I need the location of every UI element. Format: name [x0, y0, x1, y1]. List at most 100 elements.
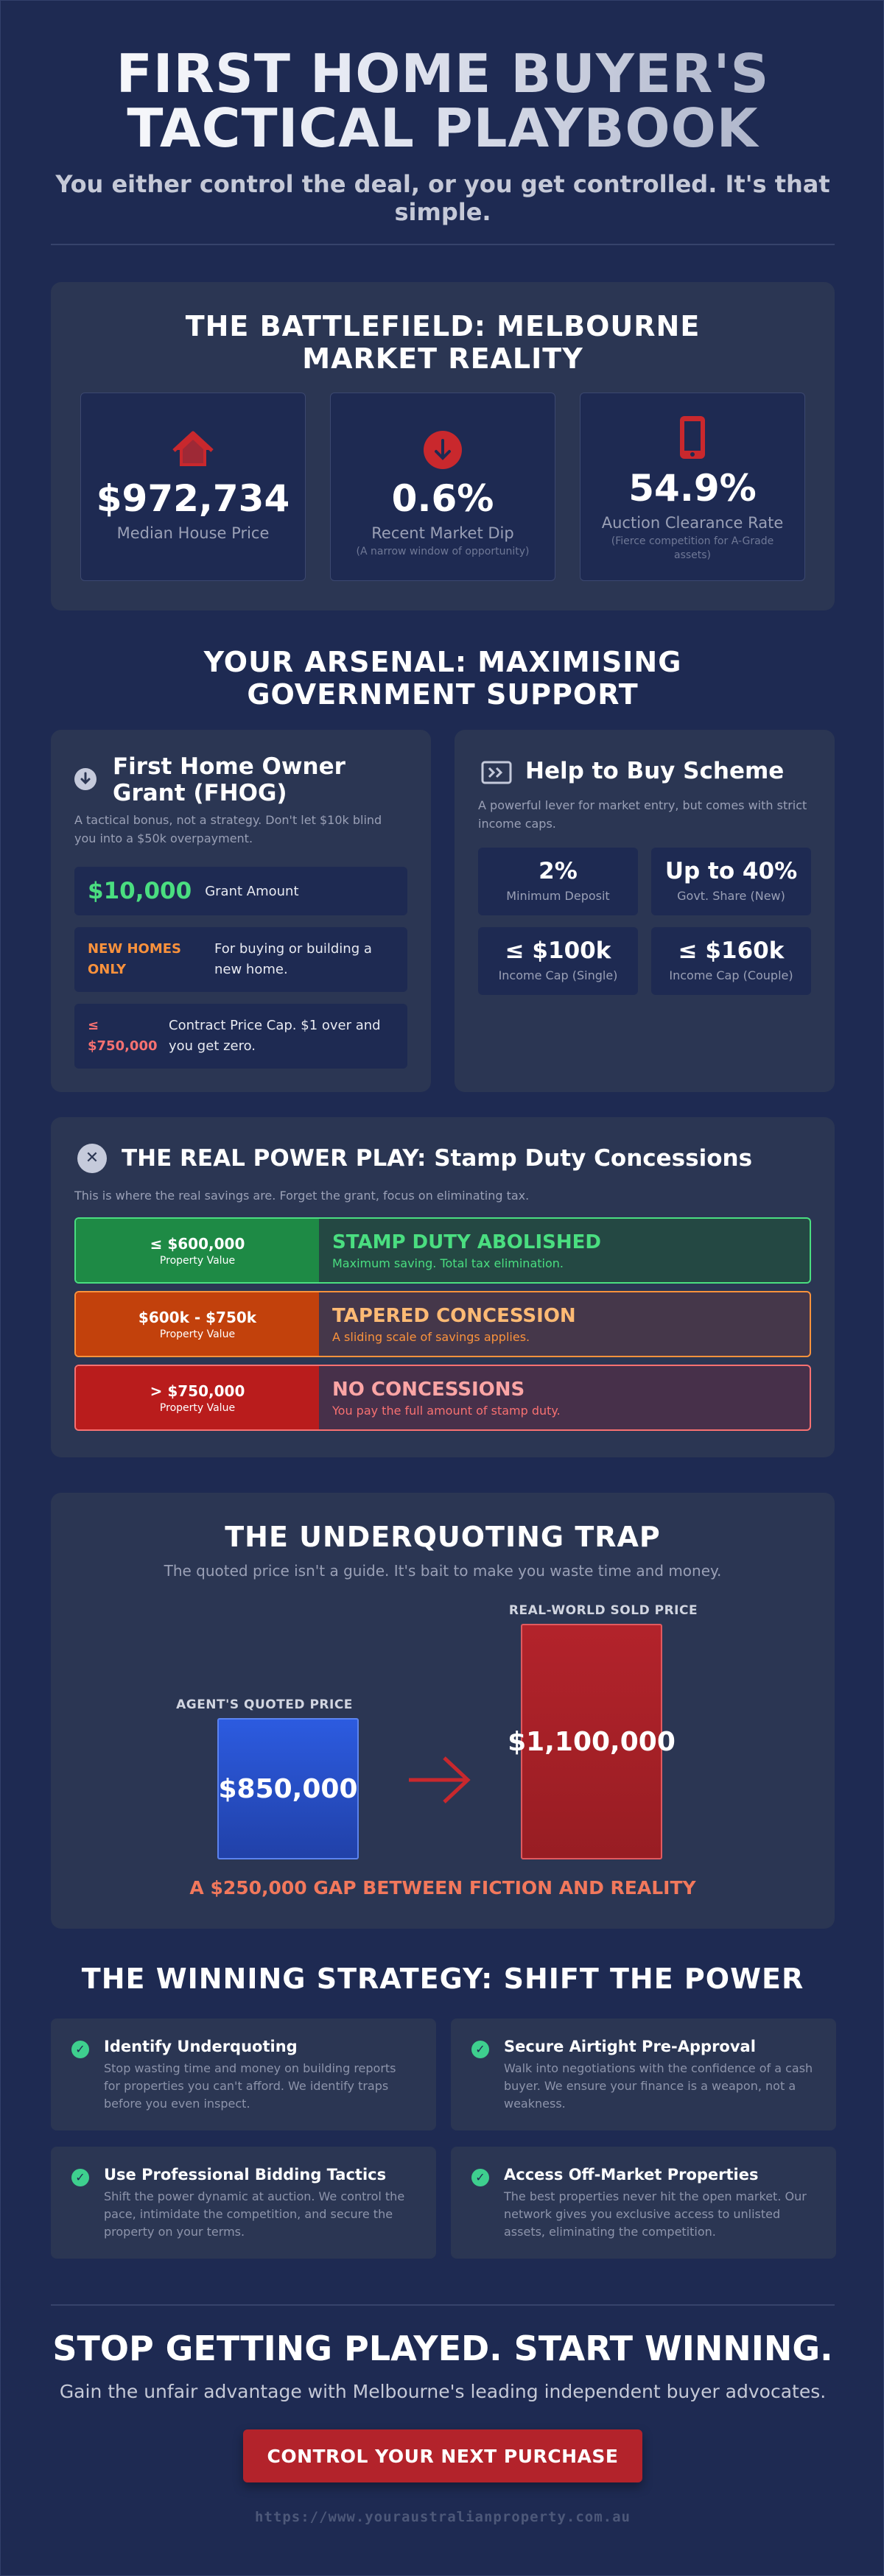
ticket-icon — [481, 761, 512, 787]
htb-description: A powerful lever for market entry, but c… — [478, 798, 807, 831]
strategy-item-title: Secure Airtight Pre-Approval — [504, 2038, 756, 2055]
website-link[interactable]: https://www.youraustralianproperty.com.a… — [255, 2509, 631, 2525]
check-circle-icon: ✓ — [471, 2169, 489, 2186]
check-circle-icon: ✓ — [71, 2169, 89, 2186]
strategy-item: ✓ Secure Airtight Pre-Approval Walk into… — [451, 2019, 836, 2130]
stat-note: (Fierce competition for A-Grade assets) — [611, 535, 774, 561]
tier-heading: NO CONCESSIONS — [332, 1378, 525, 1401]
stat-label: Recent Market Dip — [371, 524, 514, 542]
fhog-row-text: Grant Amount — [205, 883, 299, 899]
htb-cell-income-single: ≤ $100k Income Cap (Single) — [478, 927, 638, 995]
divider — [51, 2304, 835, 2306]
stat-card-clearance-rate: 54.9% Auction Clearance Rate (Fierce com… — [580, 393, 805, 581]
tier-range: > $750,000 — [150, 1382, 245, 1400]
tier-heading: TAPERED CONCESSION — [332, 1304, 576, 1327]
tier-range: ≤ $600,000 — [150, 1234, 245, 1253]
check-circle-icon: ✓ — [71, 2041, 89, 2058]
strategy-title: THE WINNING STRATEGY: SHIFT THE POWER — [81, 1963, 804, 1995]
strategy-item-title: Access Off-Market Properties — [504, 2166, 759, 2183]
divider — [51, 244, 835, 245]
footer-title: STOP GETTING PLAYED. START WINNING. — [52, 2329, 833, 2368]
underquoting-description: The quoted price isn't a guide. It's bai… — [164, 1562, 722, 1580]
sold-price-bar: $1,100,000 — [508, 1624, 676, 1859]
htb-cell-value: Up to 40% — [664, 858, 798, 884]
htb-cell-label: Govt. Share (New) — [677, 889, 785, 903]
tier-text: You pay the full amount of stamp duty. — [332, 1403, 561, 1418]
fhog-row-text: Contract Price Cap. $1 over and you get … — [169, 1018, 381, 1054]
htb-cell-label: Income Cap (Single) — [498, 968, 618, 982]
fhog-row-key: $10,000 — [88, 878, 192, 904]
fhog-description: A tactical bonus, not a strategy. Don't … — [74, 813, 382, 845]
stat-label: Median House Price — [116, 524, 270, 542]
stamp-duty-title: THE REAL POWER PLAY: Stamp Duty Concessi… — [122, 1145, 753, 1172]
page-title: FIRST HOME BUYER'S TACTICAL PLAYBOOK — [1, 46, 884, 155]
fhog-row-text: For buying or building a new home. — [214, 941, 372, 977]
fhog-title: First Home Owner Grant (FHOG) — [113, 753, 345, 806]
stamp-duty-description: This is where the real savings are. Forg… — [74, 1189, 530, 1203]
strategy-item-title: Identify Underquoting — [104, 2038, 298, 2055]
sold-price-value: $1,100,000 — [508, 1726, 676, 1757]
tier-tapered: $600k - $750k Property Value TAPERED CON… — [74, 1291, 811, 1357]
tier-range-sub: Property Value — [159, 1328, 236, 1340]
sold-price-label: REAL-WORLD SOLD PRICE — [508, 1603, 698, 1618]
htb-cell-value: 2% — [539, 858, 578, 884]
page-subtitle: You either control the deal, or you get … — [55, 170, 830, 226]
mobile-phone-icon — [580, 414, 804, 461]
stat-value: 54.9% — [628, 467, 757, 510]
htb-cell-govt-share: Up to 40% Govt. Share (New) — [651, 848, 811, 915]
footer-subtitle: Gain the unfair advantage with Melbourne… — [59, 2381, 827, 2402]
strategy-item: ✓ Access Off-Market Properties The best … — [451, 2147, 836, 2259]
check-circle-icon: ✓ — [471, 2041, 489, 2058]
stat-card-market-dip: 0.6% Recent Market Dip (A narrow window … — [330, 393, 555, 581]
stat-label: Auction Clearance Rate — [601, 514, 784, 532]
htb-cell-deposit: 2% Minimum Deposit — [478, 848, 638, 915]
fhog-row-key: NEW HOMES ONLY — [88, 941, 182, 977]
strategy-item-desc: Shift the power dynamic at auction. We c… — [104, 2189, 405, 2239]
stat-card-median-price: $972,734 Median House Price — [80, 393, 306, 581]
underquoting-title: THE UNDERQUOTING TRAP — [225, 1521, 661, 1553]
stat-value: 0.6% — [391, 477, 494, 520]
battlefield-section: THE BATTLEFIELD: MELBOURNE MARKET REALIT… — [51, 282, 835, 610]
stamp-duty-section: ✕ THE REAL POWER PLAY: Stamp Duty Conces… — [51, 1117, 835, 1457]
fhog-card: First Home Owner Grant (FHOG) A tactical… — [51, 730, 431, 1092]
quoted-price-bar: $850,000 — [217, 1718, 359, 1859]
tier-no-concessions: > $750,000 Property Value NO CONCESSIONS… — [74, 1365, 811, 1431]
info-circle-icon — [74, 768, 97, 790]
stat-note: (A narrow window of opportunity) — [356, 546, 530, 557]
quoted-price-label: AGENT'S QUOTED PRICE — [176, 1697, 353, 1712]
fhog-row-price-cap: ≤ $750,000 Contract Price Cap. $1 over a… — [74, 1004, 407, 1069]
house-icon — [81, 429, 305, 471]
tier-range: $600k - $750k — [138, 1308, 257, 1326]
close-circle-icon: ✕ — [77, 1144, 107, 1173]
arrow-down-circle-icon — [331, 429, 555, 471]
htb-cell-label: Minimum Deposit — [506, 889, 610, 903]
stat-value: $972,734 — [96, 477, 290, 520]
tier-abolished: ≤ $600,000 Property Value STAMP DUTY ABO… — [74, 1217, 811, 1284]
underquoting-section: THE UNDERQUOTING TRAP The quoted price i… — [51, 1493, 835, 1929]
cta-button[interactable]: CONTROL YOUR NEXT PURCHASE — [243, 2429, 642, 2482]
htb-cell-value: ≤ $100k — [505, 937, 611, 964]
tier-heading: STAMP DUTY ABOLISHED — [332, 1231, 601, 1253]
fhog-row-amount: $10,000 Grant Amount — [74, 867, 407, 915]
fhog-row-new-homes: NEW HOMES ONLY For buying or building a … — [74, 927, 407, 992]
hero-header: FIRST HOME BUYER'S TACTICAL PLAYBOOK You… — [1, 46, 884, 226]
arsenal-title: YOUR ARSENAL: MAXIMISING GOVERNMENT SUPP… — [203, 646, 682, 711]
tier-text: Maximum saving. Total tax elimination. — [332, 1256, 564, 1270]
strategy-item-desc: Walk into negotiations with the confiden… — [504, 2061, 813, 2111]
htb-title: Help to Buy Scheme — [525, 758, 785, 784]
htb-cell-value: ≤ $160k — [678, 937, 785, 964]
strategy-item: ✓ Use Professional Bidding Tactics Shift… — [51, 2147, 436, 2259]
price-gap-callout: A $250,000 GAP BETWEEN FICTION AND REALI… — [189, 1877, 696, 1898]
battlefield-title: THE BATTLEFIELD: MELBOURNE MARKET REALIT… — [185, 310, 701, 375]
htb-cell-label: Income Cap (Couple) — [669, 968, 793, 982]
strategy-item-title: Use Professional Bidding Tactics — [104, 2166, 387, 2183]
arrow-right-icon — [406, 1752, 472, 1811]
strategy-item-desc: Stop wasting time and money on building … — [104, 2061, 396, 2111]
htb-cell-income-couple: ≤ $160k Income Cap (Couple) — [651, 927, 811, 995]
fhog-row-key: ≤ $750,000 — [88, 1018, 158, 1054]
tier-range-sub: Property Value — [159, 1254, 236, 1267]
strategy-item: ✓ Identify Underquoting Stop wasting tim… — [51, 2019, 436, 2130]
tier-text: A sliding scale of savings applies. — [332, 1329, 530, 1344]
strategy-item-desc: The best properties never hit the open m… — [504, 2189, 807, 2239]
